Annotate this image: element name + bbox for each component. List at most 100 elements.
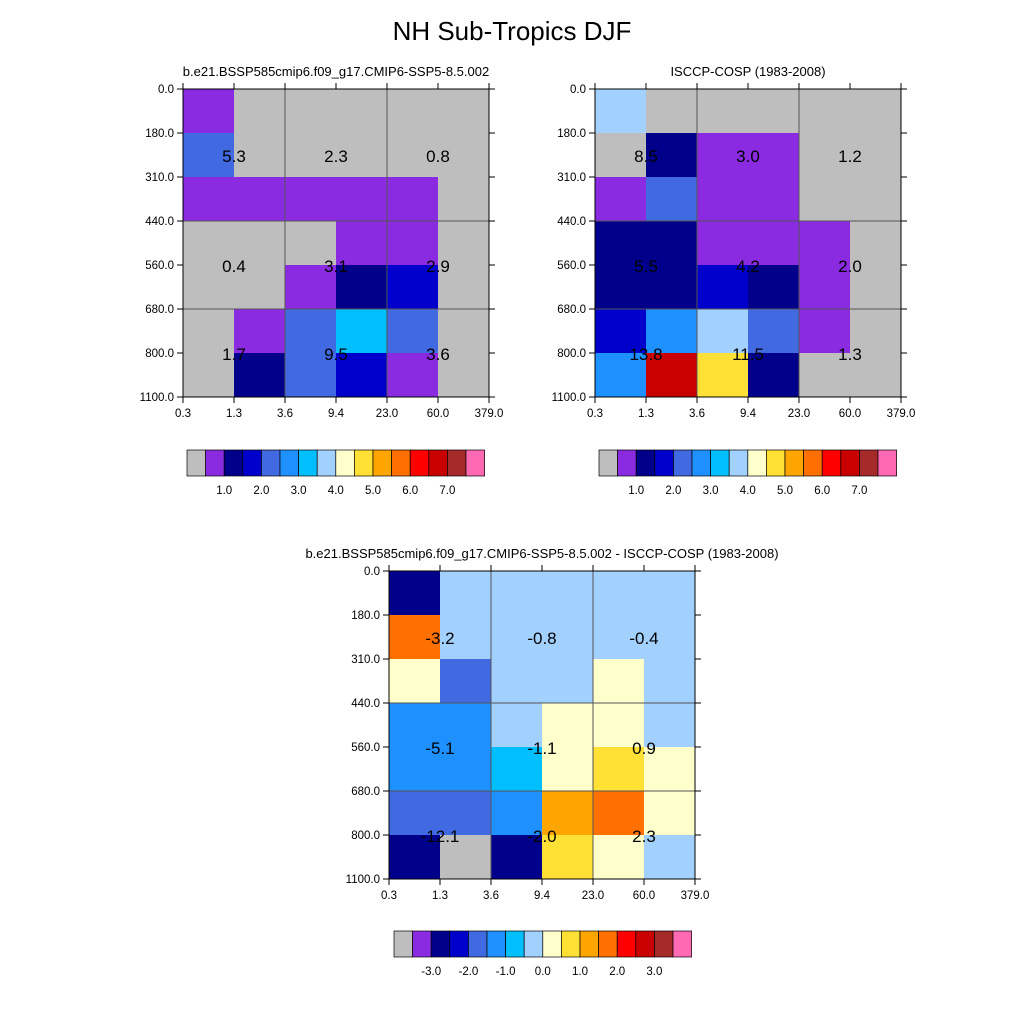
colorbar-swatch [505,930,525,958]
heatmap-cell [389,659,441,704]
colorbar-label: -3.0 [421,966,441,978]
y-tick-label: 1100.0 [140,392,174,404]
x-tick-label: 3.6 [689,408,705,420]
colorbar-label: 4.0 [328,485,344,497]
heatmap-cell [697,353,749,398]
heatmap-cell [542,791,594,836]
x-tick-label: 60.0 [427,408,449,420]
heatmap-cell [336,89,388,134]
heatmap-cell [644,571,696,616]
heatmap-cell [440,615,492,660]
colorbar-swatch [747,449,767,477]
colorbar-label: 3.0 [703,485,719,497]
colorbar-swatch [598,449,618,477]
colorbar-swatch [598,930,618,958]
colorbar-swatch [672,930,692,958]
colorbar-label: -2.0 [458,966,478,978]
heatmap-cell [799,353,851,398]
colorbar-label: 6.0 [402,485,418,497]
heatmap-cell [799,89,851,134]
heatmap-cell [697,221,749,266]
colorbar-swatch [523,930,544,958]
heatmap-cell [491,571,543,616]
colorbar-swatch [635,930,655,958]
y-tick-label: 310.0 [351,654,380,666]
colorbar-swatch [391,449,411,477]
heatmap-cell [183,309,235,354]
heatmap-cell [644,659,696,704]
heatmap-cell [593,791,645,836]
colorbar-swatch [840,449,860,477]
colorbar-swatch [579,930,599,958]
heatmap-cell [593,835,645,880]
heatmap-cell [748,309,800,354]
y-tick-label: 0.0 [364,566,380,578]
colorbar-swatch [561,930,581,958]
heatmap-cell [850,177,902,222]
x-tick-label: 379.0 [681,890,710,902]
cell-value-label: -2.0 [527,827,556,846]
x-tick-label: 0.3 [381,890,397,902]
heatmap-cell [234,309,286,354]
x-tick-label: 23.0 [376,408,398,420]
heatmap-cell [389,747,441,792]
heatmap-cell [336,265,388,310]
cell-value-label: -12.1 [421,827,460,846]
panel-observations: ISCCP-COSP (1983-2008) 0.0 180.0 310.0 440.0… [552,64,916,497]
x-tick-label: 379.0 [887,408,916,420]
cell-value-label: -1.1 [527,739,556,758]
heatmap-cell [440,659,492,704]
cell-value-label: 5.3 [222,147,246,166]
heatmap-cell [593,747,645,792]
heatmap-cell [438,89,490,134]
colorbar-swatch [617,449,637,477]
colorbar-label: 4.0 [740,485,756,497]
x-tick-label: 0.3 [587,408,603,420]
colorbar-label: 3.0 [646,966,662,978]
heatmap-cell [491,835,543,880]
heatmap-cell [850,353,902,398]
y-tick-label: 0.0 [570,84,586,96]
heatmap-cell [285,309,337,354]
heatmap-cell [593,659,645,704]
colorbar-label: 2.0 [609,966,625,978]
heatmap-cell [438,353,490,398]
colorbar-swatch [261,449,281,477]
panel-model: b.e21.BSSP585cmip6.f09_g17.CMIP6-SSP5-8.… [140,64,504,497]
heatmap-cell [542,571,594,616]
colorbar-label: 3.0 [291,485,307,497]
heatmap-cell [285,177,337,222]
heatmap-cell [234,353,286,398]
cell-value-label: -5.1 [425,739,454,758]
colorbar-label: 7.0 [851,485,867,497]
y-tick-label: 800.0 [145,348,174,360]
panel-title: ISCCP-COSP (1983-2008) [670,64,825,79]
y-tick-label: 560.0 [351,742,380,754]
heatmap-cell [593,571,645,616]
heatmap-cell [595,309,647,354]
y-tick-label: 680.0 [557,304,586,316]
heatmap-cell [336,309,388,354]
colorbar-swatch [335,449,355,477]
colorbar-swatch [316,449,337,477]
colorbar-swatch [766,449,786,477]
colorbar-swatch [279,449,299,477]
heatmap-cell [595,133,647,178]
colorbar-swatch [449,930,469,958]
cell-value-label: 3.0 [736,147,760,166]
colorbar-label: 6.0 [814,485,830,497]
colorbar-swatch [728,449,749,477]
x-tick-label: 60.0 [633,890,655,902]
heatmap-cell [646,309,698,354]
x-tick-label: 0.3 [175,408,191,420]
cell-value-label: 9.5 [324,345,348,364]
cell-value-label: -0.8 [527,629,556,648]
y-tick-label: 1100.0 [552,392,586,404]
heatmap-cell [646,89,698,134]
colorbar-label: 5.0 [365,485,381,497]
heatmap-cell [850,89,902,134]
heatmap-cell [799,133,851,178]
cell-value-label: 0.4 [222,257,246,276]
heatmap-cell [644,615,696,660]
heatmap-cell [183,221,235,266]
